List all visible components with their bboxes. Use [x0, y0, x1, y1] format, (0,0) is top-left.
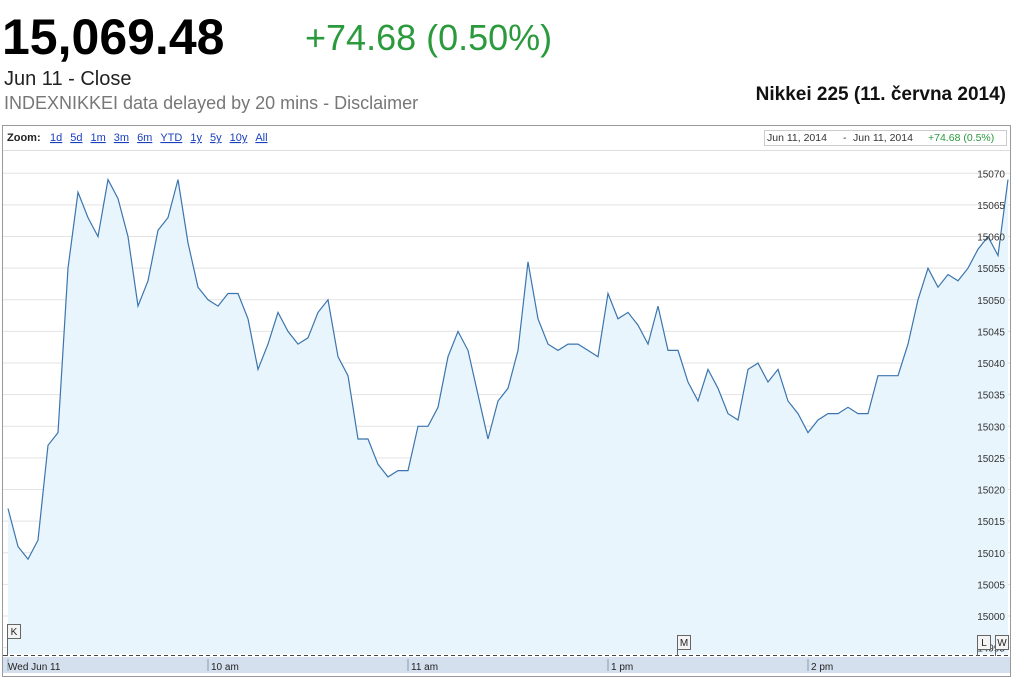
range-separator: - — [843, 132, 847, 144]
y-tick-label: 15015 — [977, 517, 1005, 528]
y-tick-label: 15045 — [977, 327, 1005, 338]
y-tick-label: 15030 — [977, 422, 1005, 433]
y-tick-label: 15050 — [977, 296, 1005, 307]
y-tick-label: 15055 — [977, 264, 1005, 275]
flag-box[interactable] — [995, 635, 1009, 650]
flag-label[interactable]: L — [981, 638, 987, 649]
zoom-option[interactable]: 10y — [230, 132, 248, 144]
range-to[interactable]: Jun 11, 2014 — [853, 132, 913, 144]
zoom-option[interactable]: 1y — [190, 132, 202, 144]
y-tick-label: 15020 — [977, 486, 1005, 497]
y-tick-label: 15070 — [977, 169, 1005, 180]
x-tick-label: 1 pm — [611, 662, 633, 673]
price-change: +74.68 (0.50%) — [305, 17, 552, 58]
x-tick-label: Wed Jun 11 — [8, 662, 61, 673]
flag-box[interactable] — [977, 635, 991, 650]
x-tick-label: 2 pm — [811, 662, 833, 673]
caption: Nikkei 225 (11. června 2014) — [756, 84, 1006, 105]
x-axis-band — [3, 657, 1010, 673]
zoom-option[interactable]: 1m — [91, 132, 106, 144]
area-fill — [8, 179, 1008, 654]
y-tick-label: 15060 — [977, 233, 1005, 244]
y-tick-label: 15040 — [977, 359, 1005, 370]
flags: K M L W — [7, 624, 1009, 656]
status: Jun 11 - Close — [4, 68, 131, 90]
range-from[interactable]: Jun 11, 2014 — [767, 132, 827, 144]
flag-box[interactable] — [7, 624, 21, 639]
x-tick-label: 10 am — [211, 662, 239, 673]
y-tick-label: 15025 — [977, 454, 1005, 465]
zoom-option[interactable]: All — [255, 132, 267, 144]
price: 15,069.48 — [2, 9, 224, 65]
y-tick-label: 14995 — [977, 644, 1005, 655]
y-tick-label: 15065 — [977, 201, 1005, 212]
flag-label[interactable]: M — [680, 638, 688, 649]
zoom-option[interactable]: 3m — [114, 132, 129, 144]
zoom-option[interactable]: 5d — [70, 132, 82, 144]
plot: 14995 15000 15005 15010 15015 15020 15025 15030… — [3, 169, 1010, 655]
range-change: +74.68 (0.5%) — [928, 132, 994, 144]
flag-box[interactable] — [677, 635, 691, 650]
source-note[interactable]: INDEXNIKKEI data delayed by 20 mins - Di… — [4, 93, 418, 113]
y-tick-label: 15000 — [977, 612, 1005, 623]
zoom-option[interactable]: YTD — [160, 132, 182, 144]
zoom-options: 1d 5d 1m 3m 6m YTD 1y 5y 10y All — [50, 132, 268, 144]
zoom-option[interactable]: 1d — [50, 132, 62, 144]
zoom-option[interactable]: 5y — [210, 132, 222, 144]
zoom-option[interactable]: 6m — [137, 132, 152, 144]
flag-label[interactable]: W — [997, 638, 1007, 649]
range-box — [764, 130, 1007, 146]
y-tick-label: 15005 — [977, 580, 1005, 591]
flag-label[interactable]: K — [11, 627, 18, 638]
zoom-label: Zoom: — [7, 132, 41, 144]
x-tick-label: 11 am — [411, 662, 438, 673]
y-tick-label: 15035 — [977, 391, 1005, 402]
price-line — [7, 177, 1009, 561]
y-tick-label: 15010 — [977, 549, 1005, 560]
